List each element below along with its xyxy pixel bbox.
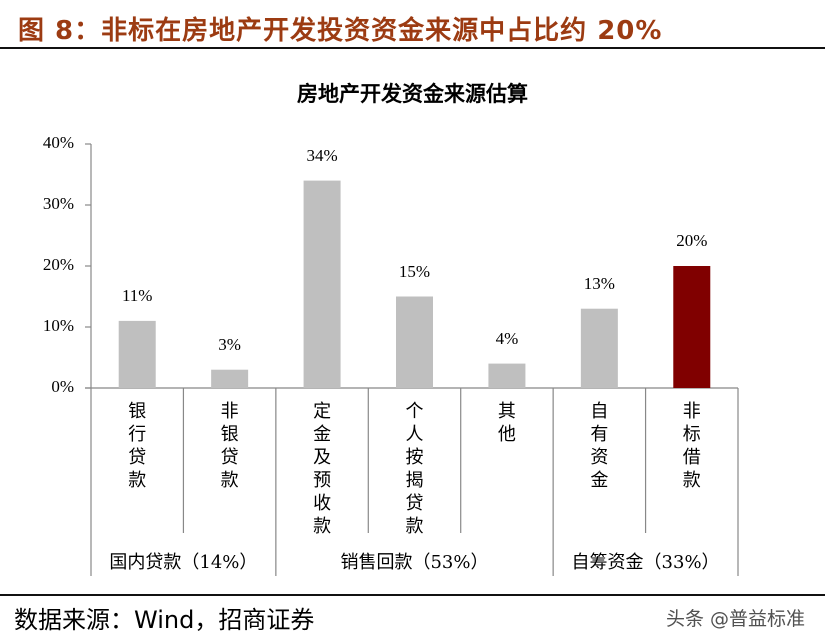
bar-value-label: 15% bbox=[398, 261, 431, 281]
bar bbox=[488, 363, 526, 388]
bar-value-label: 13% bbox=[583, 273, 615, 293]
bar bbox=[118, 320, 156, 388]
bar-value-label: 11% bbox=[121, 285, 153, 305]
category-label: 非银贷款 bbox=[220, 401, 239, 491]
category-label: 非标借款 bbox=[682, 401, 701, 491]
bar-value-label: 20% bbox=[676, 231, 708, 250]
y-tick-label: 40% bbox=[42, 133, 74, 152]
bar-value-label: 3% bbox=[218, 334, 241, 354]
category-label: 银行贷款 bbox=[128, 401, 147, 491]
chart-title: 房地产开发资金来源估算 bbox=[297, 81, 528, 106]
bar bbox=[580, 308, 618, 388]
watermark: 头条 @普益标准 bbox=[665, 608, 805, 630]
y-tick-label: 20% bbox=[42, 255, 74, 274]
category-label: 定金及预收款 bbox=[313, 401, 332, 537]
group-label: 自筹资金（33%） bbox=[571, 552, 720, 573]
bar bbox=[303, 180, 341, 388]
bottom-rule bbox=[0, 594, 825, 596]
y-tick-label: 30% bbox=[42, 194, 74, 213]
group-label: 国内贷款（14%） bbox=[109, 552, 258, 573]
group-label: 销售回款（53%） bbox=[340, 552, 489, 573]
bar bbox=[673, 266, 711, 388]
category-label: 自有资金 bbox=[590, 401, 609, 491]
category-label: 其他 bbox=[497, 401, 516, 445]
bar-value-label: 34% bbox=[306, 145, 338, 165]
bar bbox=[211, 369, 249, 388]
figure-title: 图 8：非标在房地产开发投资资金来源中占比约 20% bbox=[18, 16, 663, 46]
source-note: 数据来源：Wind，招商证券 bbox=[14, 606, 315, 634]
top-rule bbox=[0, 47, 825, 49]
category-label: 个人按揭贷款 bbox=[405, 401, 424, 537]
bar bbox=[396, 296, 433, 388]
y-tick-label: 10% bbox=[42, 316, 74, 335]
y-tick-label: 0% bbox=[51, 377, 74, 396]
bar-value-label: 4% bbox=[495, 328, 519, 348]
